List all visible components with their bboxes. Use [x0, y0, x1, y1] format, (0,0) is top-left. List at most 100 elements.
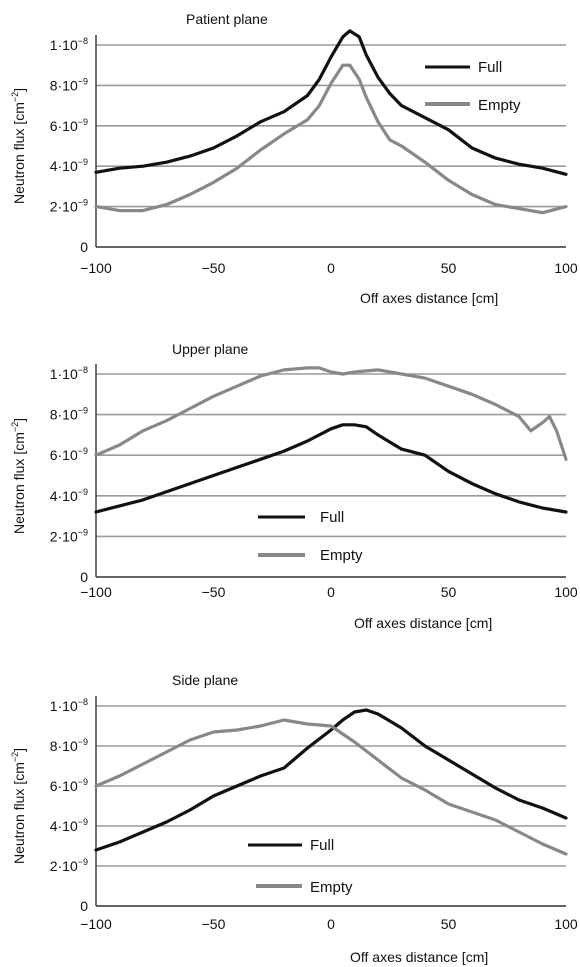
x-tick-label: 50 — [441, 584, 457, 600]
y-axis-label: Neutron flux [cm−2] — [10, 88, 27, 204]
y-tick-label: 4·10−9 — [50, 487, 88, 504]
y-tick-label: 6·10−9 — [50, 777, 88, 794]
y-tick-label: 2·10−9 — [50, 198, 88, 215]
y-tick-mantissa: 8·10 — [50, 738, 78, 754]
x-tick-label: −50 — [202, 916, 226, 932]
x-tick-label: 0 — [327, 916, 335, 932]
y-tick-exponent: −8 — [78, 697, 88, 707]
series-line-empty — [94, 63, 568, 215]
x-tick-label: 100 — [554, 260, 578, 276]
y-tick-label: 1·10−8 — [50, 36, 88, 53]
y-axis-label: Neutron flux [cm−2] — [10, 748, 27, 864]
y-tick-label: 0 — [80, 239, 88, 255]
chart-title: Patient plane — [186, 11, 268, 27]
y-tick-exponent: −9 — [78, 527, 88, 537]
y-tick-exponent: −9 — [78, 817, 88, 827]
y-axis-label-main: Neutron flux [cm — [11, 432, 27, 534]
y-axis-label-main: Neutron flux [cm — [11, 762, 27, 864]
x-tick-label: 100 — [554, 916, 578, 932]
y-tick-label: 8·10−9 — [50, 737, 88, 754]
y-tick-mantissa: 0 — [80, 898, 88, 914]
y-tick-mantissa: 6·10 — [50, 778, 78, 794]
x-tick-label: −50 — [202, 260, 226, 276]
y-tick-mantissa: 4·10 — [50, 818, 78, 834]
x-tick-label: 50 — [441, 260, 457, 276]
y-tick-label: 4·10−9 — [50, 157, 88, 174]
legend-label-empty: Empty — [310, 879, 353, 896]
y-tick-exponent: −9 — [78, 737, 88, 747]
y-axis-label: Neutron flux [cm−2] — [10, 418, 27, 534]
y-axis-label-close: ] — [11, 748, 27, 752]
y-tick-exponent: −9 — [78, 406, 88, 416]
y-axis-label-exponent: −2 — [10, 422, 20, 432]
y-tick-exponent: −9 — [78, 198, 88, 208]
y-tick-label: 2·10−9 — [50, 857, 88, 874]
y-tick-mantissa: 4·10 — [50, 158, 78, 174]
y-tick-exponent: −8 — [78, 365, 88, 375]
y-tick-exponent: −8 — [78, 36, 88, 46]
y-tick-label: 1·10−8 — [50, 697, 88, 714]
y-tick-exponent: −9 — [78, 446, 88, 456]
y-tick-label: 6·10−9 — [50, 446, 88, 463]
y-tick-mantissa: 8·10 — [50, 407, 78, 423]
x-tick-label: 50 — [441, 916, 457, 932]
legend-label-full: Full — [478, 59, 502, 76]
chart-title: Side plane — [172, 672, 238, 688]
y-tick-mantissa: 2·10 — [50, 528, 78, 544]
y-axis-label-close: ] — [11, 88, 27, 92]
y-tick-label: 1·10−8 — [50, 365, 88, 382]
y-axis-label-close: ] — [11, 418, 27, 422]
y-tick-label: 8·10−9 — [50, 76, 88, 93]
legend-label-full: Full — [310, 837, 334, 854]
series-line-full — [94, 708, 568, 852]
series-line-full — [94, 423, 568, 514]
y-tick-mantissa: 2·10 — [50, 858, 78, 874]
y-axis-label-exponent: −2 — [10, 92, 20, 102]
chart-panel-3: 02·10−94·10−96·10−98·10−91·10−8−100 −50 0 5… — [10, 672, 578, 965]
y-axis-label-exponent: −2 — [10, 752, 20, 762]
y-tick-exponent: −9 — [78, 777, 88, 787]
x-tick-label: 0 — [327, 584, 335, 600]
series-line-empty — [94, 718, 568, 856]
legend-label-full: Full — [320, 509, 344, 526]
y-tick-mantissa: 2·10 — [50, 199, 78, 215]
y-tick-mantissa: 6·10 — [50, 447, 78, 463]
y-tick-mantissa: 8·10 — [50, 77, 78, 93]
x-axis-label: Off axes distance [cm] — [360, 290, 498, 306]
y-tick-exponent: −9 — [78, 157, 88, 167]
x-tick-label: −100 — [80, 584, 112, 600]
chart-panel-2: 02·10−94·10−96·10−98·10−91·10−8−100 −50 0 5… — [10, 341, 578, 631]
y-tick-mantissa: 1·10 — [50, 37, 78, 53]
y-tick-mantissa: 0 — [80, 569, 88, 585]
legend-label-empty: Empty — [478, 97, 521, 114]
y-tick-label: 8·10−9 — [50, 406, 88, 423]
chart-panel-1: 02·10−94·10−96·10−98·10−91·10−8−100 −50 0 5… — [10, 11, 578, 306]
y-tick-label: 0 — [80, 898, 88, 914]
x-tick-label: −50 — [202, 584, 226, 600]
y-tick-mantissa: 4·10 — [50, 488, 78, 504]
y-tick-label: 6·10−9 — [50, 117, 88, 134]
y-tick-mantissa: 1·10 — [50, 698, 78, 714]
y-tick-mantissa: 1·10 — [50, 366, 78, 382]
y-tick-exponent: −9 — [78, 487, 88, 497]
y-tick-mantissa: 0 — [80, 239, 88, 255]
x-tick-label: −100 — [80, 916, 112, 932]
y-tick-label: 2·10−9 — [50, 527, 88, 544]
x-tick-label: 100 — [554, 584, 578, 600]
x-tick-label: 0 — [327, 260, 335, 276]
y-axis-label-main: Neutron flux [cm — [11, 102, 27, 204]
legend-label-empty: Empty — [320, 547, 363, 564]
y-tick-exponent: −9 — [78, 117, 88, 127]
chart-title: Upper plane — [172, 341, 248, 357]
y-tick-exponent: −9 — [78, 857, 88, 867]
y-tick-mantissa: 6·10 — [50, 118, 78, 134]
x-axis-label: Off axes distance [cm] — [354, 615, 492, 631]
series-line-empty — [94, 366, 568, 461]
y-tick-label: 4·10−9 — [50, 817, 88, 834]
y-tick-label: 0 — [80, 569, 88, 585]
x-tick-label: −100 — [80, 260, 112, 276]
series-line-full — [94, 29, 568, 176]
x-axis-label: Off axes distance [cm] — [350, 949, 488, 965]
y-tick-exponent: −9 — [78, 76, 88, 86]
